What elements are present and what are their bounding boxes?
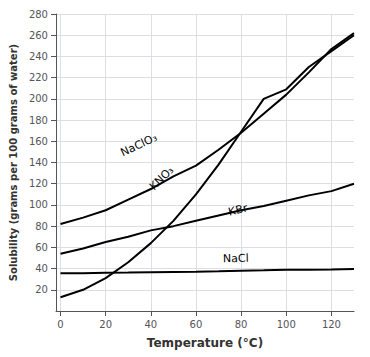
svg-text:80: 80	[35, 221, 48, 232]
svg-text:Temperature (°C): Temperature (°C)	[147, 336, 263, 350]
svg-text:NaClO₃: NaClO₃	[119, 131, 160, 159]
svg-text:140: 140	[29, 157, 48, 168]
svg-text:0: 0	[57, 319, 63, 330]
svg-text:260: 260	[29, 30, 48, 41]
svg-text:200: 200	[29, 93, 48, 104]
svg-text:40: 40	[35, 263, 48, 274]
svg-text:160: 160	[29, 136, 48, 147]
svg-text:20: 20	[99, 319, 112, 330]
svg-text:NaCl: NaCl	[223, 252, 249, 266]
svg-text:100: 100	[277, 319, 296, 330]
svg-text:Solubility (grams per 100 gram: Solubility (grams per 100 grams of water…	[8, 44, 19, 281]
svg-text:280: 280	[29, 9, 48, 20]
svg-text:120: 120	[29, 178, 48, 189]
svg-text:20: 20	[35, 284, 48, 295]
svg-text:220: 220	[29, 72, 48, 83]
svg-text:80: 80	[235, 319, 248, 330]
svg-text:240: 240	[29, 51, 48, 62]
svg-text:120: 120	[322, 319, 341, 330]
svg-text:60: 60	[190, 319, 203, 330]
svg-text:40: 40	[144, 319, 157, 330]
svg-text:KNO₃: KNO₃	[147, 164, 176, 193]
svg-text:60: 60	[35, 242, 48, 253]
svg-text:100: 100	[29, 199, 48, 210]
svg-text:KBr: KBr	[227, 201, 249, 218]
svg-text:180: 180	[29, 115, 48, 126]
